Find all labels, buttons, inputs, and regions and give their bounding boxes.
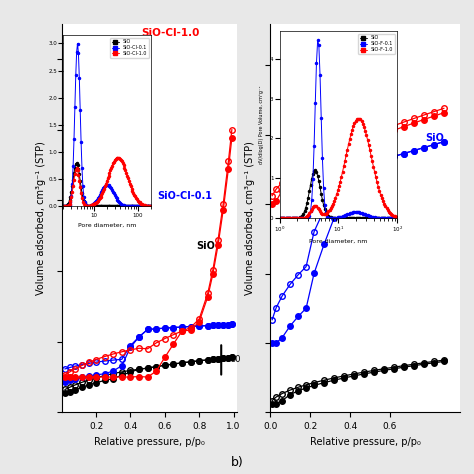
- Text: SiO-Cl-0.1: SiO-Cl-0.1: [157, 191, 212, 201]
- Text: SiO: SiO: [426, 133, 445, 143]
- Text: b): b): [231, 456, 243, 469]
- Text: SiO-F-1.0: SiO-F-1.0: [283, 137, 333, 146]
- Y-axis label: Volume adsorbed, cm³g⁻¹ (STP): Volume adsorbed, cm³g⁻¹ (STP): [36, 141, 46, 295]
- Y-axis label: Volume adsorbed, cm³g⁻¹ (STP): Volume adsorbed, cm³g⁻¹ (STP): [245, 141, 255, 295]
- Text: SiO-Cl-1.0: SiO-Cl-1.0: [141, 27, 200, 37]
- Text: SiO: SiO: [196, 241, 215, 251]
- Text: 50: 50: [230, 356, 240, 365]
- X-axis label: Relative pressure, p/p₀: Relative pressure, p/p₀: [310, 437, 420, 447]
- X-axis label: Relative pressure, p/p₀: Relative pressure, p/p₀: [94, 437, 205, 447]
